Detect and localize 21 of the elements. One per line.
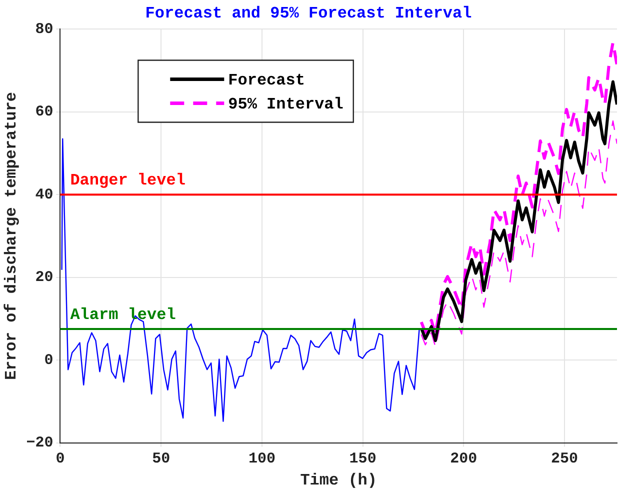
x-tick-label: 50 (152, 450, 170, 468)
chart-title: Forecast and 95% Forecast Interval (145, 4, 472, 23)
x-tick-label: 250 (551, 450, 578, 468)
x-axis-title: Time (h) (300, 471, 378, 490)
ref-line-label: Danger level (70, 172, 186, 190)
x-tick-label: 200 (450, 450, 478, 468)
x-tick-label: 100 (248, 450, 276, 468)
y-tick-label: 60 (35, 104, 54, 121)
line-series (420, 40, 617, 336)
y-tick-label: 20 (35, 269, 54, 286)
y-tick-label: −20 (26, 434, 54, 452)
x-tick-label: 150 (349, 450, 376, 468)
legend-label: 95% Interval (228, 95, 344, 114)
ref-line-label: Alarm level (70, 306, 176, 324)
line-series (420, 120, 617, 348)
y-tick-label: 40 (35, 186, 54, 204)
y-tick-label: 0 (44, 352, 54, 369)
y-axis-title: Error of discharge temperature (2, 92, 21, 380)
legend-label: Forecast (228, 71, 305, 90)
x-tick-label: 0 (56, 450, 65, 468)
y-tick-label: 80 (35, 20, 54, 38)
